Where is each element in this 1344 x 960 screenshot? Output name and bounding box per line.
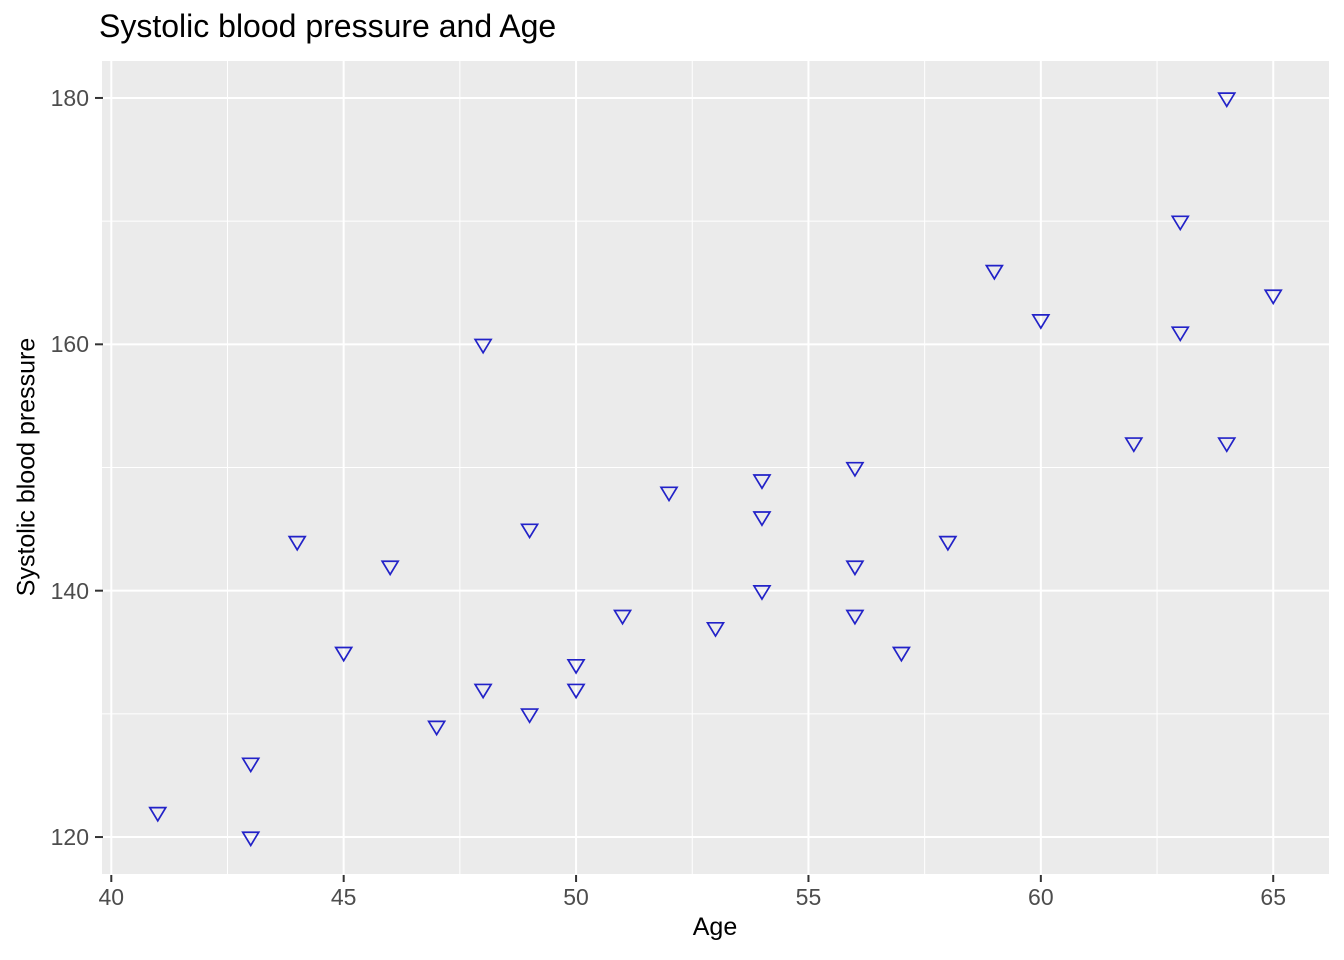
data-point-marker <box>148 806 168 823</box>
y-tick-label: 120 <box>50 824 89 851</box>
data-point-marker <box>287 535 307 552</box>
x-tick-label: 60 <box>1028 884 1054 910</box>
data-point-marker <box>613 609 633 626</box>
data-point-marker <box>380 560 400 577</box>
data-point-marker <box>938 535 958 552</box>
data-point-marker <box>845 560 865 577</box>
data-point-marker <box>984 264 1004 281</box>
data-point-marker <box>705 621 726 638</box>
data-point-marker <box>845 461 865 478</box>
x-tick-label: 40 <box>98 884 125 910</box>
x-tick-label: 45 <box>330 884 357 910</box>
data-point-marker <box>1170 326 1190 343</box>
data-point-marker <box>752 585 772 601</box>
x-tick-label: 65 <box>1260 884 1287 910</box>
data-point-marker <box>334 646 354 663</box>
data-point-marker <box>520 523 540 540</box>
data-point-marker <box>845 609 865 626</box>
x-tick-label: 55 <box>795 884 822 910</box>
data-point-marker <box>427 720 447 737</box>
data-point-marker <box>520 708 540 724</box>
y-axis-title: Systolic blood pressure <box>12 337 41 597</box>
data-point-marker <box>1031 314 1051 330</box>
data-point-marker <box>891 646 911 663</box>
y-tick-label: 160 <box>50 331 89 358</box>
data-point-marker <box>473 338 493 355</box>
data-point-marker <box>566 683 586 700</box>
data-point-marker <box>1217 437 1237 453</box>
data-point-marker <box>566 658 586 675</box>
y-tick-label: 140 <box>50 577 89 604</box>
x-axis-title: Age <box>692 913 738 941</box>
data-point-marker <box>1263 289 1283 306</box>
x-tick-label: 50 <box>563 884 589 910</box>
data-point-marker <box>241 831 261 848</box>
data-point-marker <box>473 683 493 700</box>
data-point-marker <box>1124 437 1144 453</box>
data-point-marker <box>752 511 772 527</box>
data-point-marker <box>1217 92 1237 108</box>
data-point-marker <box>659 486 679 503</box>
data-point-marker <box>1170 215 1190 232</box>
data-point-marker <box>752 474 772 490</box>
data-point-marker <box>241 757 261 774</box>
chart-title: Systolic blood pressure and Age <box>99 8 557 44</box>
y-tick-label: 180 <box>50 84 89 111</box>
